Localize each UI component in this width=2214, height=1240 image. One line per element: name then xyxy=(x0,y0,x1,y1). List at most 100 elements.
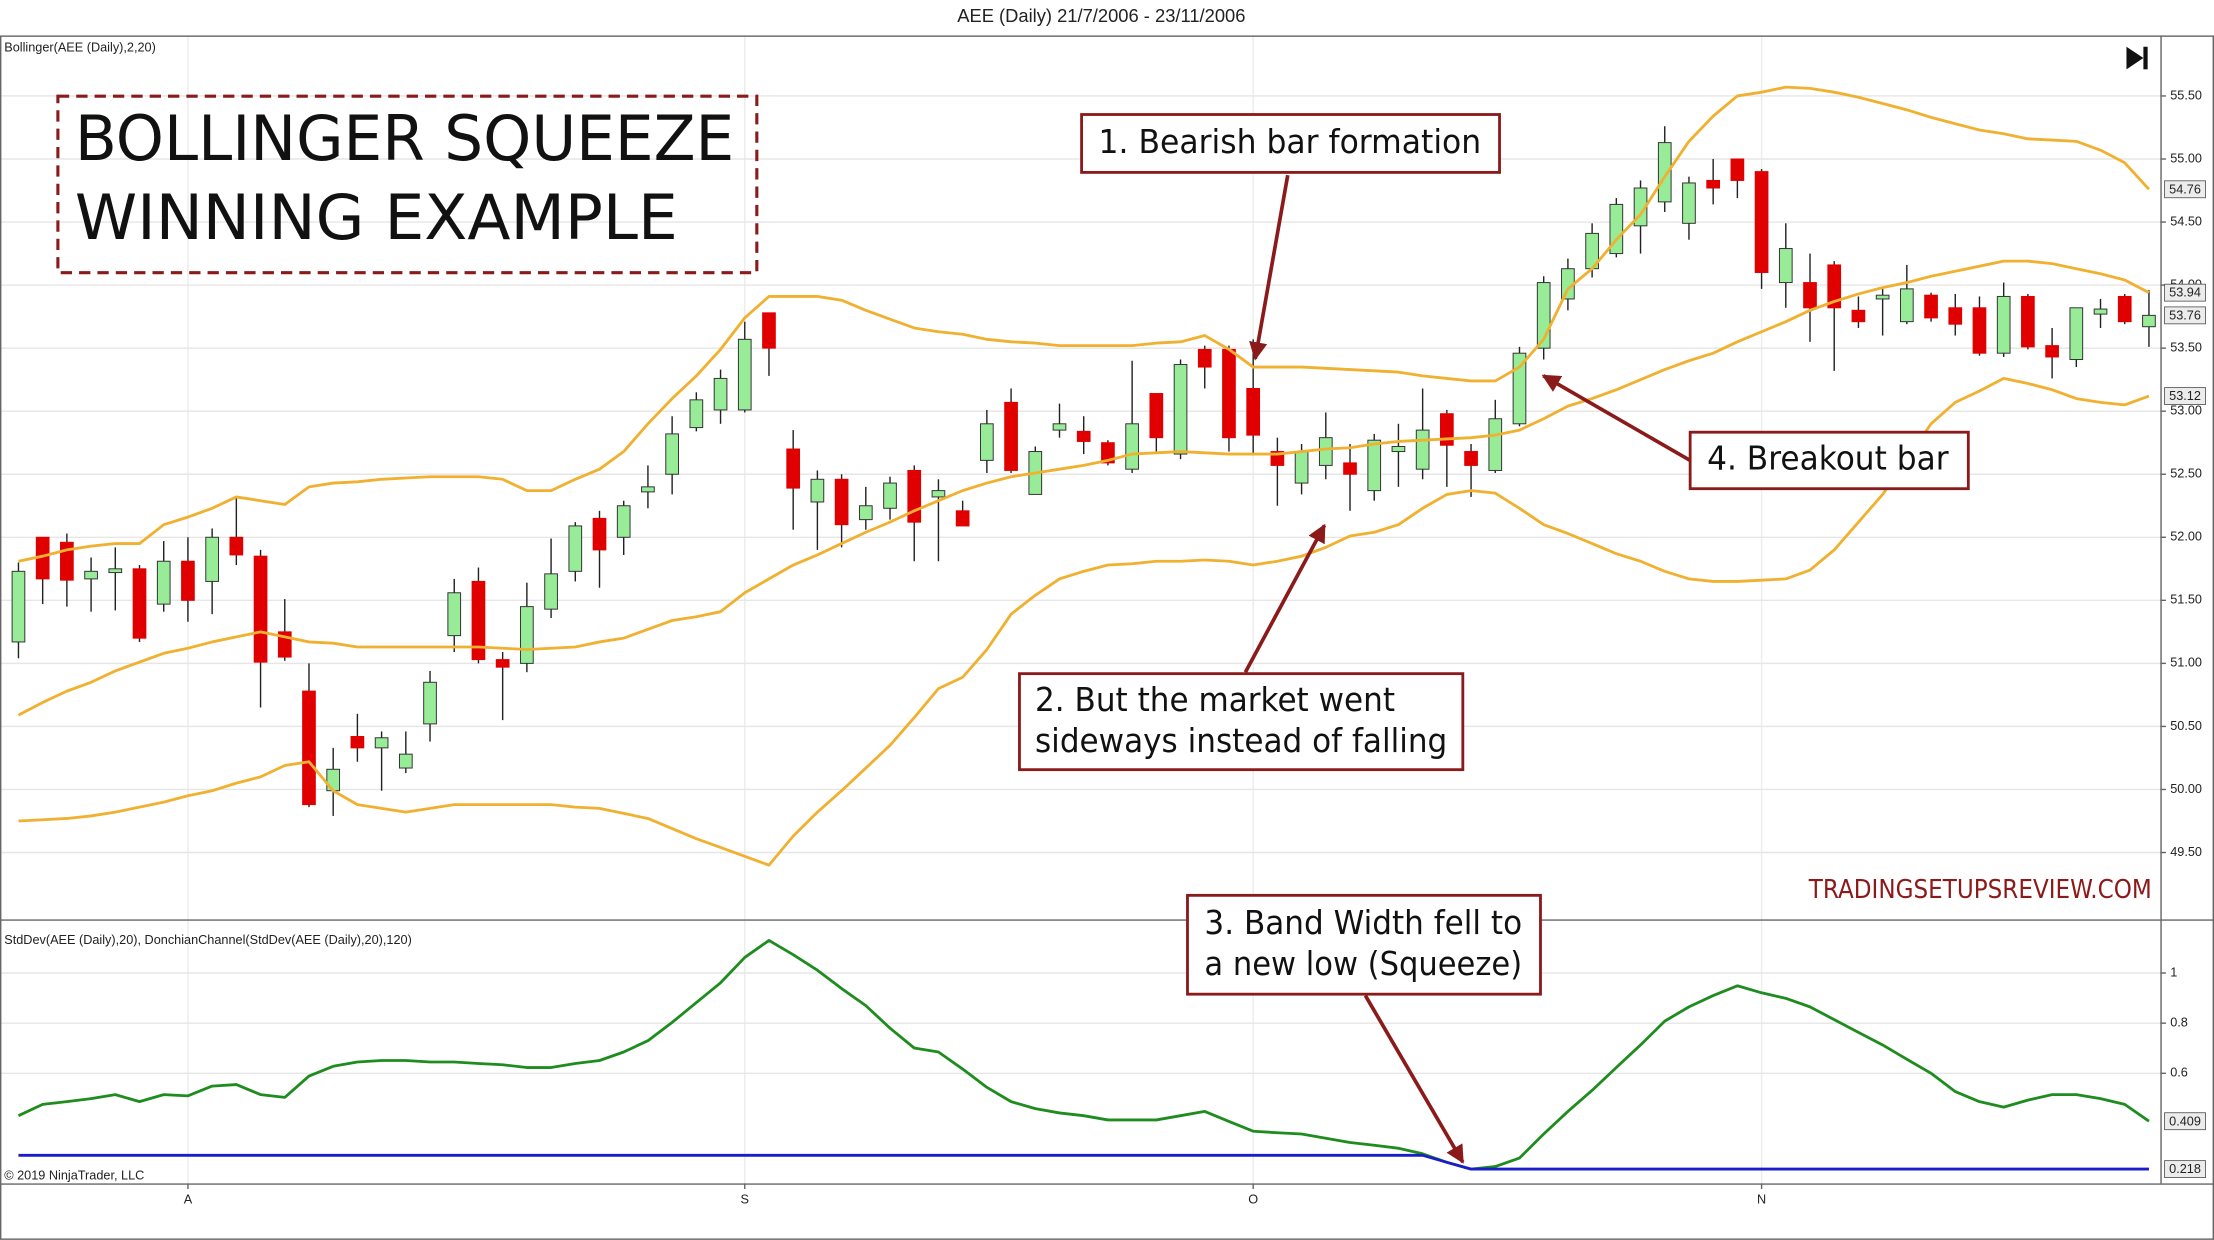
y-tick-label: 1 xyxy=(2170,965,2177,979)
candle-body xyxy=(302,690,316,806)
chart-title: AEE (Daily) 21/7/2006 - 23/11/2006 xyxy=(957,5,1245,26)
candle-body xyxy=(205,536,219,582)
candle-body xyxy=(229,536,244,556)
arrow xyxy=(1249,174,1290,361)
candle-body xyxy=(1972,307,1987,354)
series-line xyxy=(17,259,2150,717)
value-box xyxy=(2164,1160,2206,1178)
candle-body xyxy=(1076,430,1091,442)
candle-body xyxy=(398,753,413,769)
candle-body xyxy=(1657,142,1672,203)
frame xyxy=(0,35,2214,1240)
candle-body xyxy=(931,490,946,498)
candle-body xyxy=(1488,418,1503,471)
candle-body xyxy=(423,681,437,725)
candle-body xyxy=(544,573,558,610)
candle-body xyxy=(2142,314,2156,328)
headline-box xyxy=(56,94,759,275)
candle-body xyxy=(2093,308,2108,315)
candle-body xyxy=(1101,442,1115,464)
callout-text: 3. Band Width fell to xyxy=(1204,904,1522,942)
y-tick-label: 50.00 xyxy=(2170,782,2202,796)
candle-body xyxy=(1415,429,1430,470)
arrow xyxy=(1363,994,1465,1164)
scroll-end-button[interactable] xyxy=(2126,46,2148,70)
watermark: TRADINGSETUPSREVIEW.COM xyxy=(1808,874,2152,904)
candle-body xyxy=(1391,446,1406,453)
candle-body xyxy=(1851,309,1866,323)
candle-body xyxy=(84,570,98,580)
callout: 4. Breakout bar xyxy=(1541,374,1970,491)
candle-body xyxy=(253,555,268,663)
candle-body xyxy=(156,560,171,605)
candle-body xyxy=(810,478,825,503)
candle-body xyxy=(447,592,462,637)
plot-layer: A S O N 49.50 50.00 50.50 51.00 51.50 52.00 52.50 5… xyxy=(0,35,2206,1207)
candle-body xyxy=(1730,158,1745,181)
value-box-label: 53.76 xyxy=(2169,308,2201,322)
candle-body xyxy=(592,517,607,551)
candle-body xyxy=(1464,451,1478,466)
value-box-label: 0.409 xyxy=(2169,1114,2201,1128)
candle-body xyxy=(1294,451,1309,484)
candle-body xyxy=(1343,462,1357,475)
callout: 3. Band Width fell to a new low (Squeeze… xyxy=(1186,893,1542,1164)
candle-body xyxy=(132,568,147,639)
headline-text: WINNING EXAMPLE xyxy=(75,181,678,254)
candle-body xyxy=(108,568,123,574)
y-tick-label: 0.6 xyxy=(2170,1066,2188,1080)
value-box xyxy=(2164,180,2206,199)
candle-body xyxy=(1318,437,1333,466)
callout-box xyxy=(1018,672,1465,772)
x-tick-label: S xyxy=(741,1193,749,1207)
candle-body xyxy=(1875,294,1890,300)
value-box-label: 54.76 xyxy=(2169,182,2201,196)
headline: BOLLINGER SQUEEZE WINNING EXAMPLE xyxy=(56,94,759,275)
candle-body xyxy=(2117,295,2132,323)
arrow xyxy=(1243,523,1327,674)
y-tick-label: 55.50 xyxy=(2170,88,2202,102)
callout-text: sideways instead of falling xyxy=(1035,722,1447,760)
candle-body xyxy=(1803,282,1817,309)
candle-body xyxy=(1512,352,1527,425)
series-line xyxy=(18,1153,2149,1171)
value-box xyxy=(2164,387,2206,405)
candle-body xyxy=(616,505,631,538)
headline-text: BOLLINGER SQUEEZE xyxy=(75,102,734,175)
candle-body xyxy=(1778,248,1793,284)
callout: 1. Bearish bar formation xyxy=(1080,113,1501,361)
candle-body xyxy=(1246,387,1261,436)
candle-body xyxy=(2069,307,2084,360)
y-tick-label: 49.50 xyxy=(2170,845,2202,859)
candle-body xyxy=(786,448,801,489)
candle-body xyxy=(374,737,389,749)
x-tick-label: A xyxy=(184,1193,193,1207)
candle-body xyxy=(2045,345,2059,358)
callout-box xyxy=(1080,113,1501,174)
candle-body xyxy=(1004,401,1018,471)
candle-body xyxy=(1173,364,1188,455)
y-tick-label: 53.00 xyxy=(2170,404,2202,418)
candle-body xyxy=(858,505,873,521)
candle-body xyxy=(1706,179,1721,189)
callout: 2. But the market went sideways instead … xyxy=(1018,523,1465,772)
panel-label: StdDev(AEE (Daily),20), DonchianChannel(… xyxy=(4,933,412,947)
candle-body xyxy=(980,423,994,461)
candle-body xyxy=(568,525,583,572)
candle-body xyxy=(737,338,752,411)
candle-body xyxy=(1197,348,1212,368)
callout-box xyxy=(1688,430,1970,491)
value-box-label: 53.94 xyxy=(2169,286,2201,300)
candle-body xyxy=(1827,264,1842,309)
value-box xyxy=(2164,306,2206,325)
candle-body xyxy=(665,433,679,475)
value-box xyxy=(2164,1112,2206,1131)
candle-body xyxy=(1754,171,1769,273)
callout-text: 2. But the market went xyxy=(1035,681,1395,719)
candle-body xyxy=(350,736,365,749)
y-tick-label: 53.50 xyxy=(2170,341,2202,355)
y-tick-label: 52.50 xyxy=(2170,467,2202,481)
